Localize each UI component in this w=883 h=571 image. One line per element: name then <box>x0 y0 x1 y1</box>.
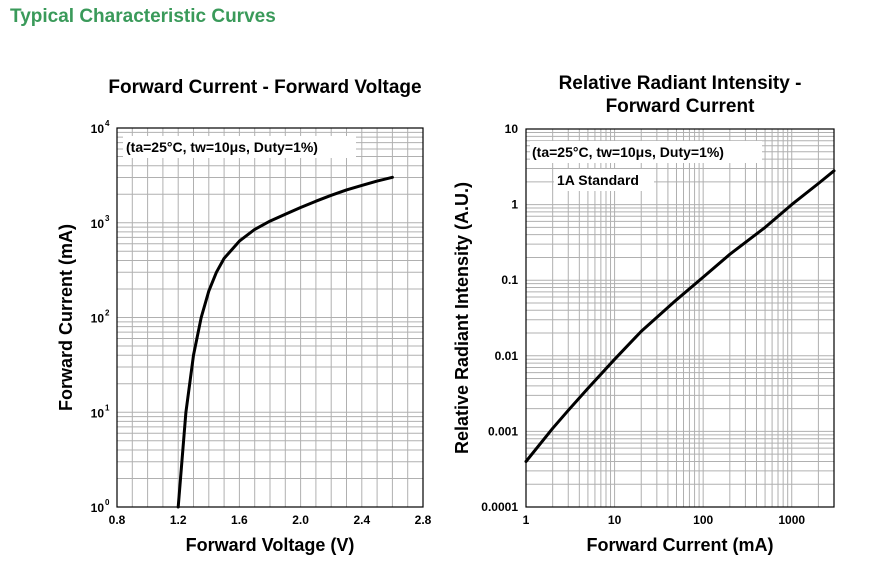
chart2-ytick-label: 0.001 <box>488 424 518 438</box>
chart2-xtick-label: 1 <box>523 513 530 527</box>
chart1-annotation-bg <box>123 136 356 158</box>
chart1-ytick-label: 10 <box>91 501 105 515</box>
chart2-ytick-label: 0.01 <box>495 349 519 363</box>
chart1-annotation: (ta=25°C, tw=10μs, Duty=1%) <box>126 139 318 155</box>
chart2-xtick-label: 100 <box>693 513 713 527</box>
chart2-annotation-bg <box>530 141 762 163</box>
chart1-xtick-label: 1.6 <box>231 513 248 527</box>
chart2-xtick-label: 10 <box>608 513 622 527</box>
chart1-xtick-label: 2.8 <box>415 513 432 527</box>
chart2-xtick-label: 1000 <box>778 513 805 527</box>
chart2-series-line <box>524 169 836 463</box>
chart2-ylabel: Relative Radiant Intensity (A.U.) <box>452 182 472 454</box>
chart2-ytick-label: 0.0001 <box>481 500 518 514</box>
chart2-frame <box>525 128 835 508</box>
chart2-title: Relative Radiant Intensity - Forward Cur… <box>558 73 802 117</box>
chart1-frame <box>116 127 424 508</box>
chart1-ytick-label: 10 <box>91 312 105 326</box>
chart1-ytick-exponent: 0 <box>105 498 110 507</box>
chart2-ytick-label: 0.1 <box>501 273 518 287</box>
chart1-ytick-label: 10 <box>91 217 105 231</box>
chart2-annotation: (ta=25°C, tw=10μs, Duty=1%) <box>532 144 724 160</box>
chart1-xlabel: Forward Voltage (V) <box>186 535 355 555</box>
chart1-ytick-exponent: 4 <box>105 119 110 128</box>
chart1-ytick-label: 10 <box>91 406 105 420</box>
chart1-ytick-label: 10 <box>91 122 105 136</box>
chart2-xlabel: Forward Current (mA) <box>586 535 773 555</box>
chart1-series-line <box>176 175 394 509</box>
chart2-standard-note-bg <box>554 169 654 191</box>
chart2-standard-note: 1A Standard <box>557 172 639 188</box>
chart1-ytick-exponent: 3 <box>105 214 110 223</box>
chart2-ytick-label: 1 <box>511 198 518 212</box>
chart1-title: Forward Current - Forward Voltage <box>108 77 422 98</box>
section-title: Typical Characteristic Curves <box>10 6 276 27</box>
chart1-xtick-label: 2.4 <box>353 513 370 527</box>
chart1-ylabel: Forward Current (mA) <box>56 224 76 411</box>
chart1-xtick-label: 2.0 <box>292 513 309 527</box>
chart2-ytick-label: 10 <box>505 122 519 136</box>
chart1-xtick-label: 1.2 <box>170 513 187 527</box>
chart1-ytick-exponent: 1 <box>105 403 110 412</box>
chart1-ytick-exponent: 2 <box>105 309 110 318</box>
chart1-xtick-label: 0.8 <box>109 513 126 527</box>
